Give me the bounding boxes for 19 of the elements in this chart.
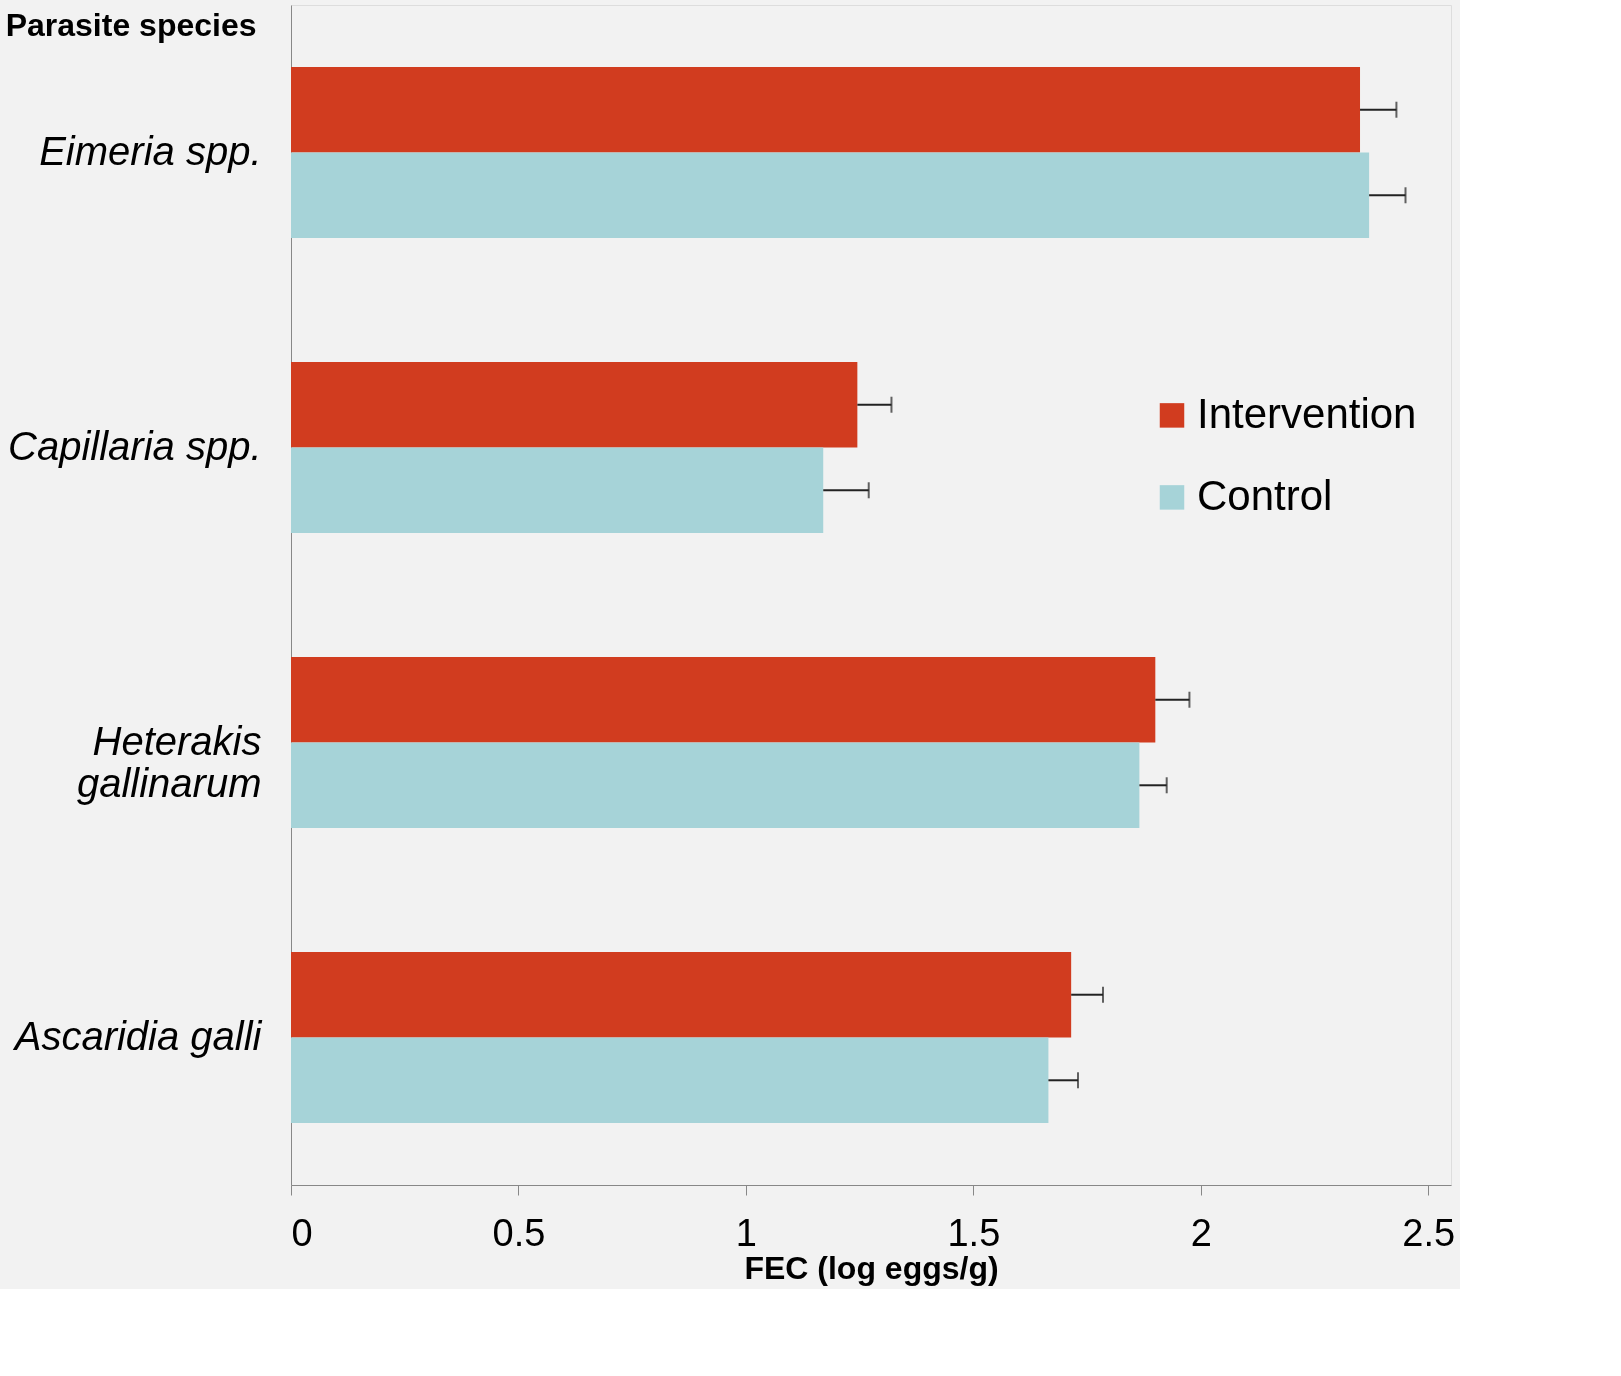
bar: [291, 951, 1072, 1038]
bar: [291, 656, 1156, 743]
legend-label: Intervention: [1197, 390, 1417, 438]
bar: [291, 361, 858, 448]
y-tick-label: Ascaridia galli: [12, 1013, 263, 1058]
x-tick-label: 2.5: [1402, 1211, 1456, 1254]
y-tick-label: Heterakis gallinarum: [76, 718, 262, 805]
legend-label: Control: [1197, 472, 1333, 520]
x-tick-label: 0: [291, 1211, 313, 1254]
bar: [291, 152, 1370, 239]
bar: [291, 742, 1140, 829]
x-tick-label: 0.5: [492, 1211, 546, 1254]
bar: [291, 1037, 1049, 1124]
bar: [291, 447, 824, 534]
x-tick-label: 2: [1190, 1211, 1212, 1254]
y-tick-label: Capillaria spp.: [8, 423, 262, 468]
bar: [291, 66, 1361, 153]
y-axis-title: Parasite species: [5, 6, 257, 43]
y-tick-label: Eimeria spp.: [39, 128, 262, 173]
